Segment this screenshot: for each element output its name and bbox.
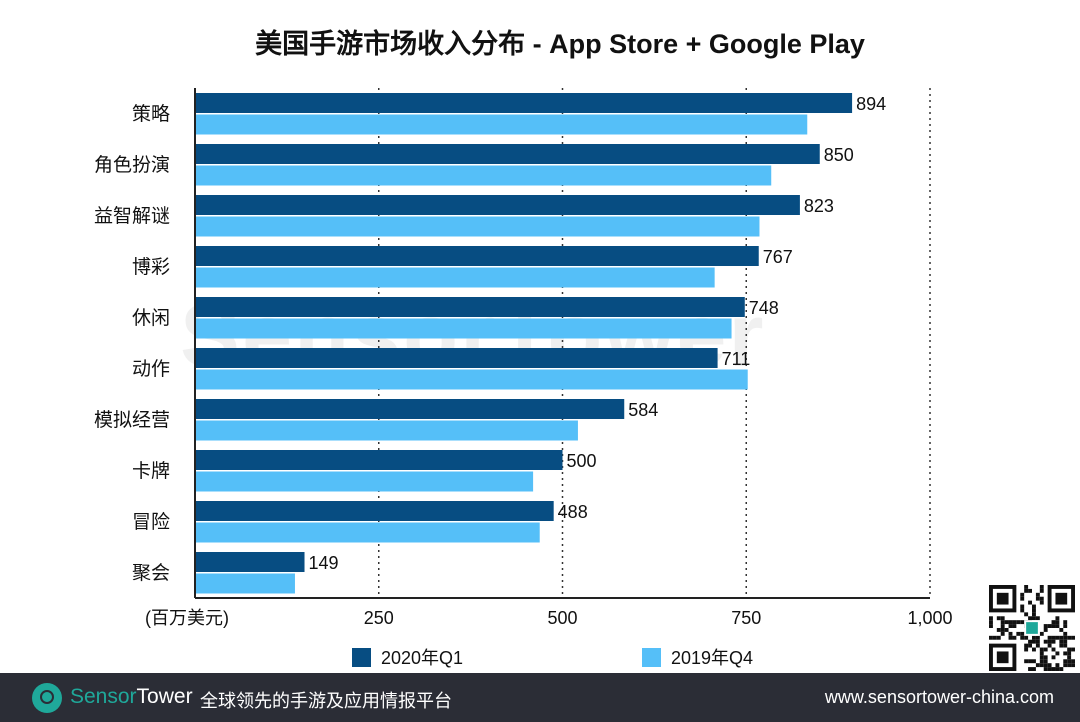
category-label: 模拟经营 bbox=[94, 409, 170, 431]
data-label: 149 bbox=[309, 553, 339, 573]
bar-2019q4 bbox=[195, 522, 540, 543]
footer-tagline: 全球领先的手游及应用情报平台 bbox=[200, 691, 452, 711]
x-tick-label: 500 bbox=[547, 608, 577, 628]
data-label: 850 bbox=[824, 145, 854, 165]
bar-2020q1 bbox=[195, 195, 800, 215]
legend-label: 2020年Q1 bbox=[381, 648, 464, 668]
bar-2020q1 bbox=[195, 552, 305, 572]
legend-item-2020q1: 2020年Q1 bbox=[352, 644, 463, 670]
bar-2019q4 bbox=[195, 471, 534, 492]
bar-chart: 250 500 750 1,000 (百万美元) 策略 894 角色扮演 850 益智解谜 823 博… bbox=[94, 88, 953, 628]
data-label: 748 bbox=[749, 298, 779, 318]
legend-item-2019q4: 2019年Q4 bbox=[642, 644, 753, 670]
footer-url[interactable]: www.sensortower-china.com bbox=[824, 687, 1054, 707]
legend-label: 2019年Q4 bbox=[671, 648, 754, 668]
bar-2019q4 bbox=[195, 369, 748, 390]
bar-2019q4 bbox=[195, 165, 772, 186]
data-label: 488 bbox=[558, 502, 588, 522]
x-axis-unit-label: (百万美元) bbox=[145, 608, 229, 628]
qr-code bbox=[989, 585, 1075, 671]
footer: SensorTower 全球领先的手游及应用情报平台 www.sensortow… bbox=[0, 673, 1080, 722]
brand-part: Tower bbox=[136, 685, 193, 708]
data-label: 823 bbox=[804, 196, 834, 216]
category-label: 博彩 bbox=[132, 256, 170, 278]
x-tick-label: 1,000 bbox=[907, 608, 952, 628]
bar-2020q1 bbox=[195, 93, 853, 113]
category-label: 卡牌 bbox=[132, 460, 170, 482]
data-label: 584 bbox=[628, 400, 658, 420]
legend-swatch bbox=[352, 647, 371, 667]
bar-2019q4 bbox=[195, 318, 732, 339]
bar-2020q1 bbox=[195, 144, 820, 164]
bar-2019q4 bbox=[195, 420, 578, 441]
legend-swatch bbox=[642, 647, 661, 667]
bar-2019q4 bbox=[195, 267, 715, 288]
bar-2020q1 bbox=[195, 450, 563, 470]
bar-2020q1 bbox=[195, 501, 554, 521]
category-label: 策略 bbox=[132, 103, 170, 125]
sensortower-logo-icon bbox=[32, 683, 62, 713]
legend: 2020年Q1 2019年Q4 bbox=[0, 644, 1080, 668]
category-label: 动作 bbox=[132, 358, 170, 380]
data-label: 894 bbox=[856, 94, 886, 114]
bar-2019q4 bbox=[195, 573, 295, 594]
bar-2020q1 bbox=[195, 246, 759, 266]
bar-2020q1 bbox=[195, 297, 745, 317]
data-label: 500 bbox=[567, 451, 597, 471]
footer-brand: SensorTower bbox=[70, 685, 193, 709]
x-tick-label: 250 bbox=[364, 608, 394, 628]
category-label: 角色扮演 bbox=[94, 154, 170, 176]
chart-title: 美国手游市场收入分布 - App Store + Google Play bbox=[255, 29, 865, 59]
bar-2019q4 bbox=[195, 216, 760, 237]
category-label: 冒险 bbox=[132, 511, 170, 533]
category-label: 益智解谜 bbox=[94, 205, 170, 227]
bar-2019q4 bbox=[195, 114, 808, 135]
category-label: 聚会 bbox=[132, 562, 170, 584]
category-label: 休闲 bbox=[132, 307, 170, 329]
data-label: 711 bbox=[722, 349, 751, 369]
x-tick-label: 750 bbox=[731, 608, 761, 628]
bar-2020q1 bbox=[195, 399, 625, 419]
data-label: 767 bbox=[763, 247, 793, 267]
brand-part: Sensor bbox=[70, 685, 137, 708]
bar-2020q1 bbox=[195, 348, 718, 368]
